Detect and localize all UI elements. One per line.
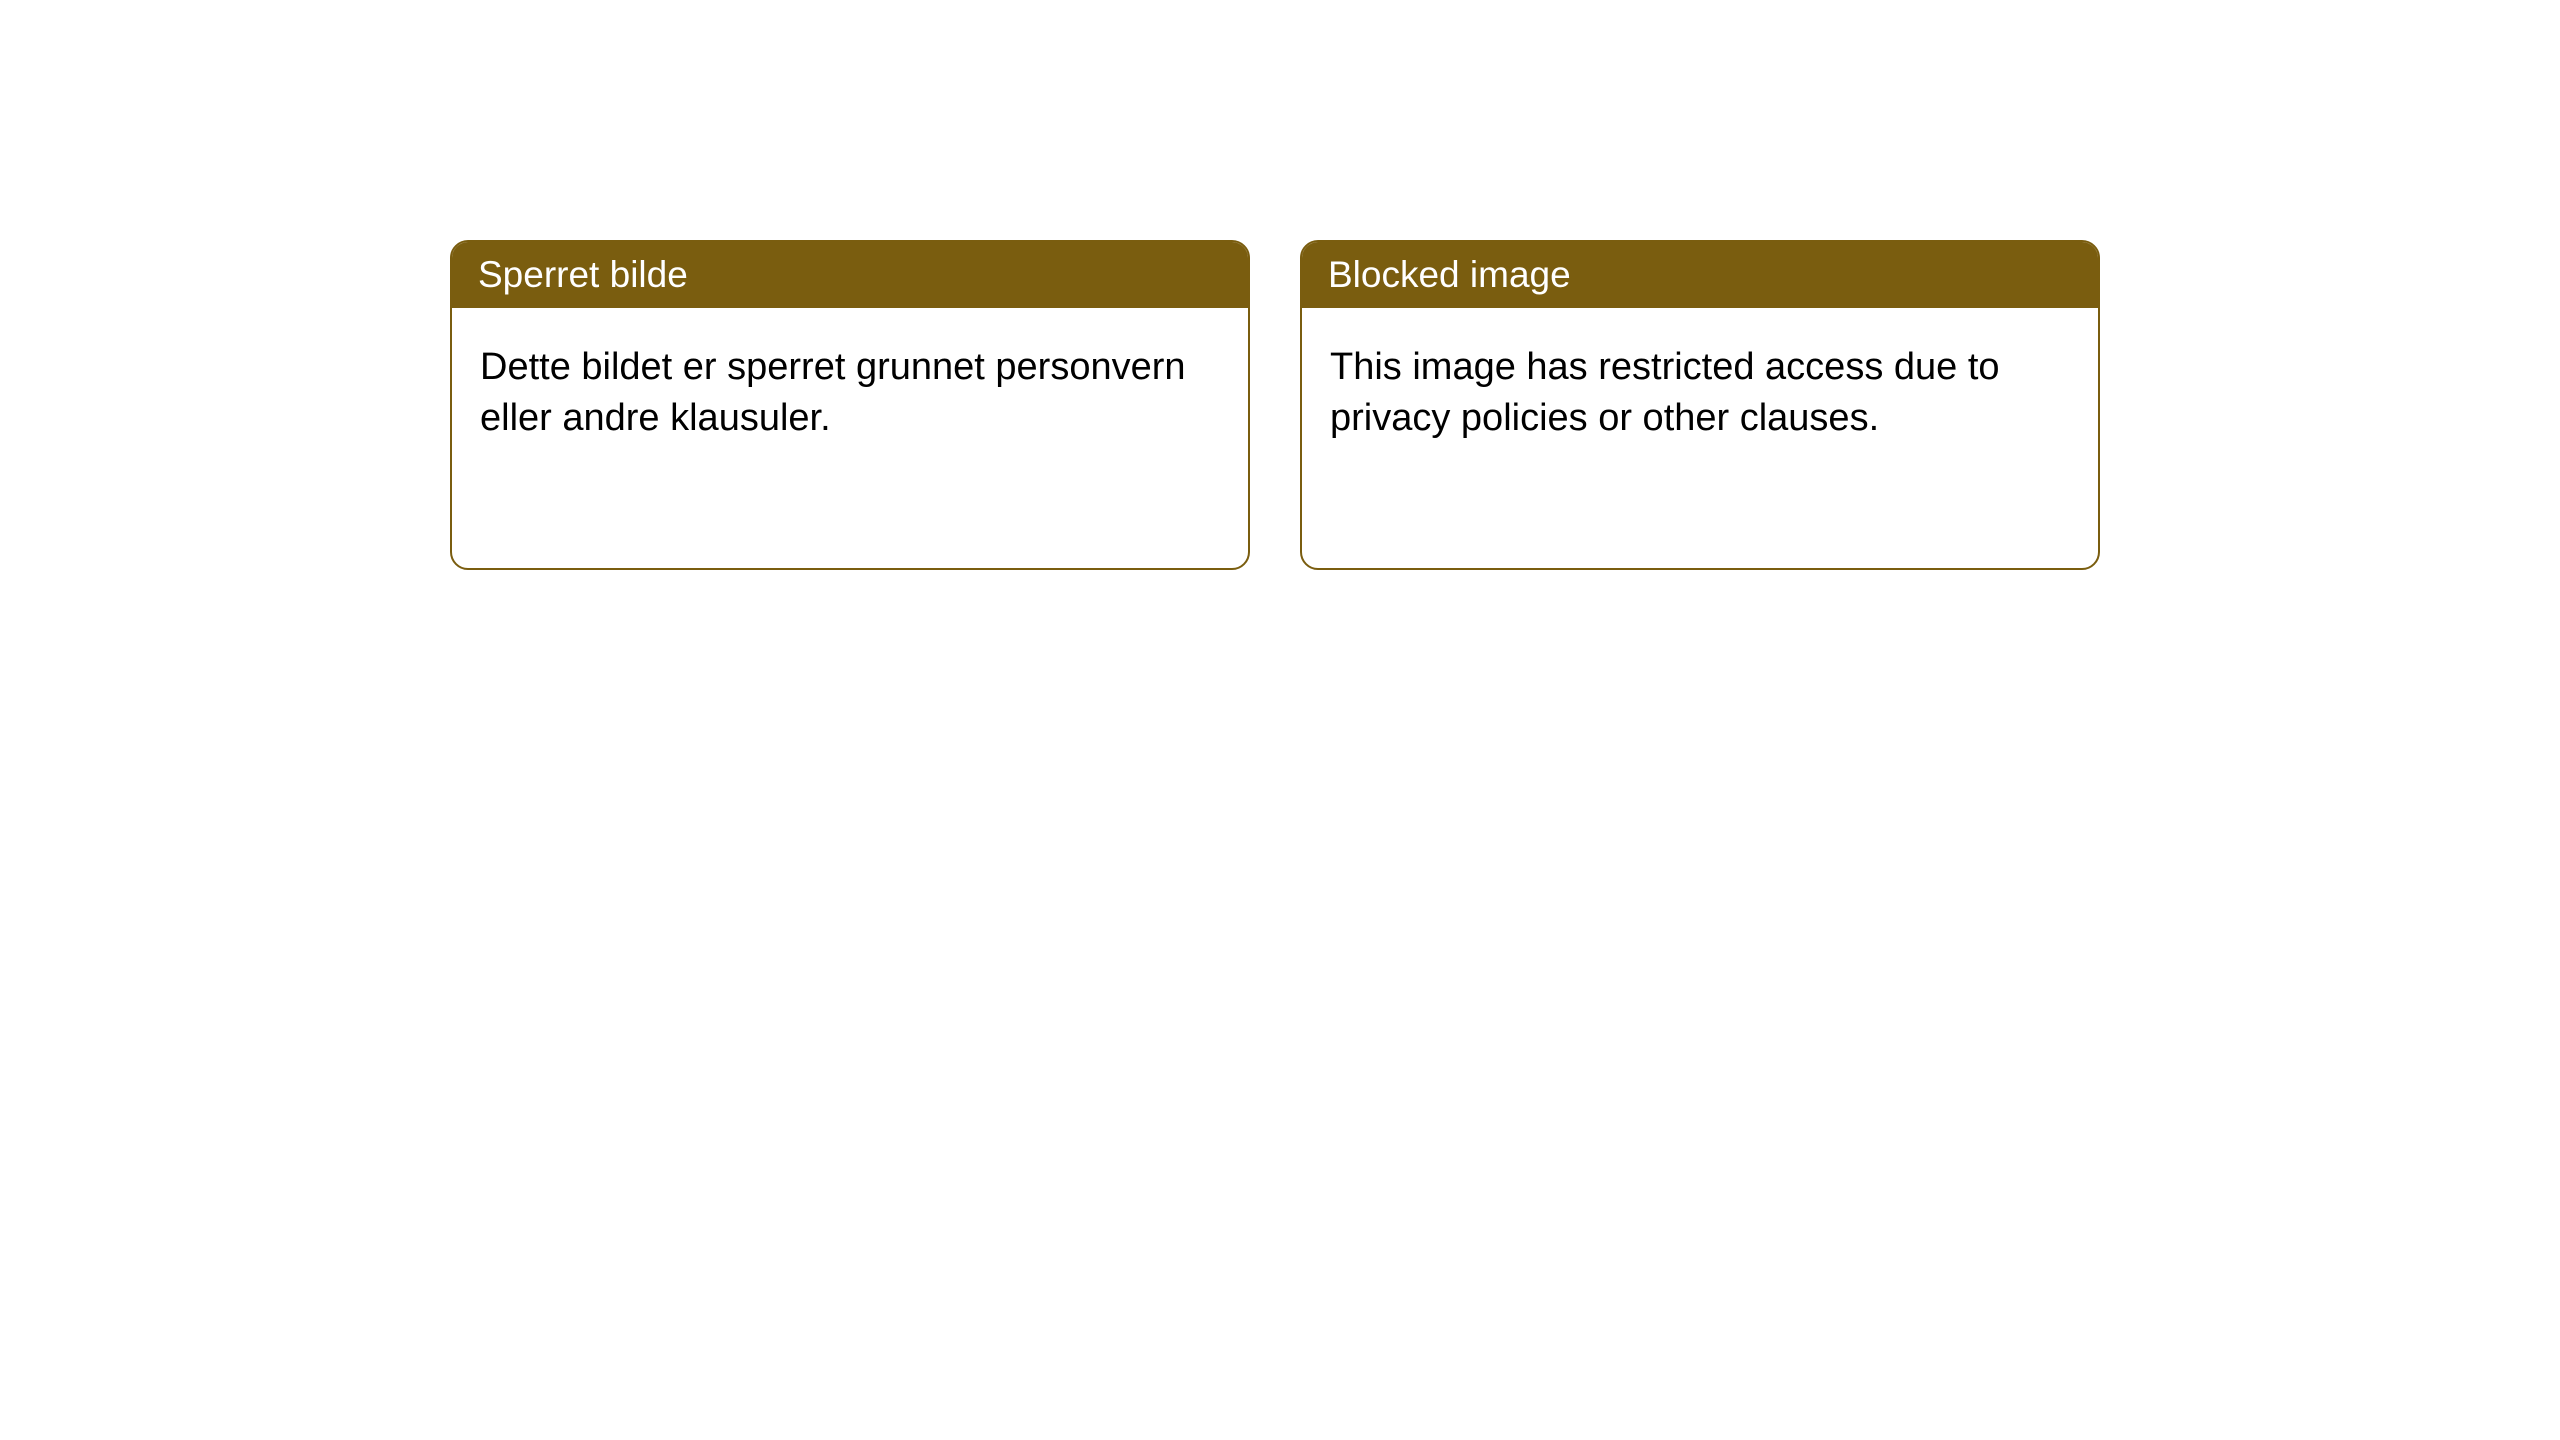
notice-card-norwegian: Sperret bilde Dette bildet er sperret gr… bbox=[450, 240, 1250, 570]
notice-body: This image has restricted access due to … bbox=[1302, 308, 2098, 479]
notice-body: Dette bildet er sperret grunnet personve… bbox=[452, 308, 1248, 479]
notice-card-english: Blocked image This image has restricted … bbox=[1300, 240, 2100, 570]
notice-container: Sperret bilde Dette bildet er sperret gr… bbox=[0, 0, 2560, 570]
notice-header: Sperret bilde bbox=[452, 242, 1248, 308]
notice-header: Blocked image bbox=[1302, 242, 2098, 308]
